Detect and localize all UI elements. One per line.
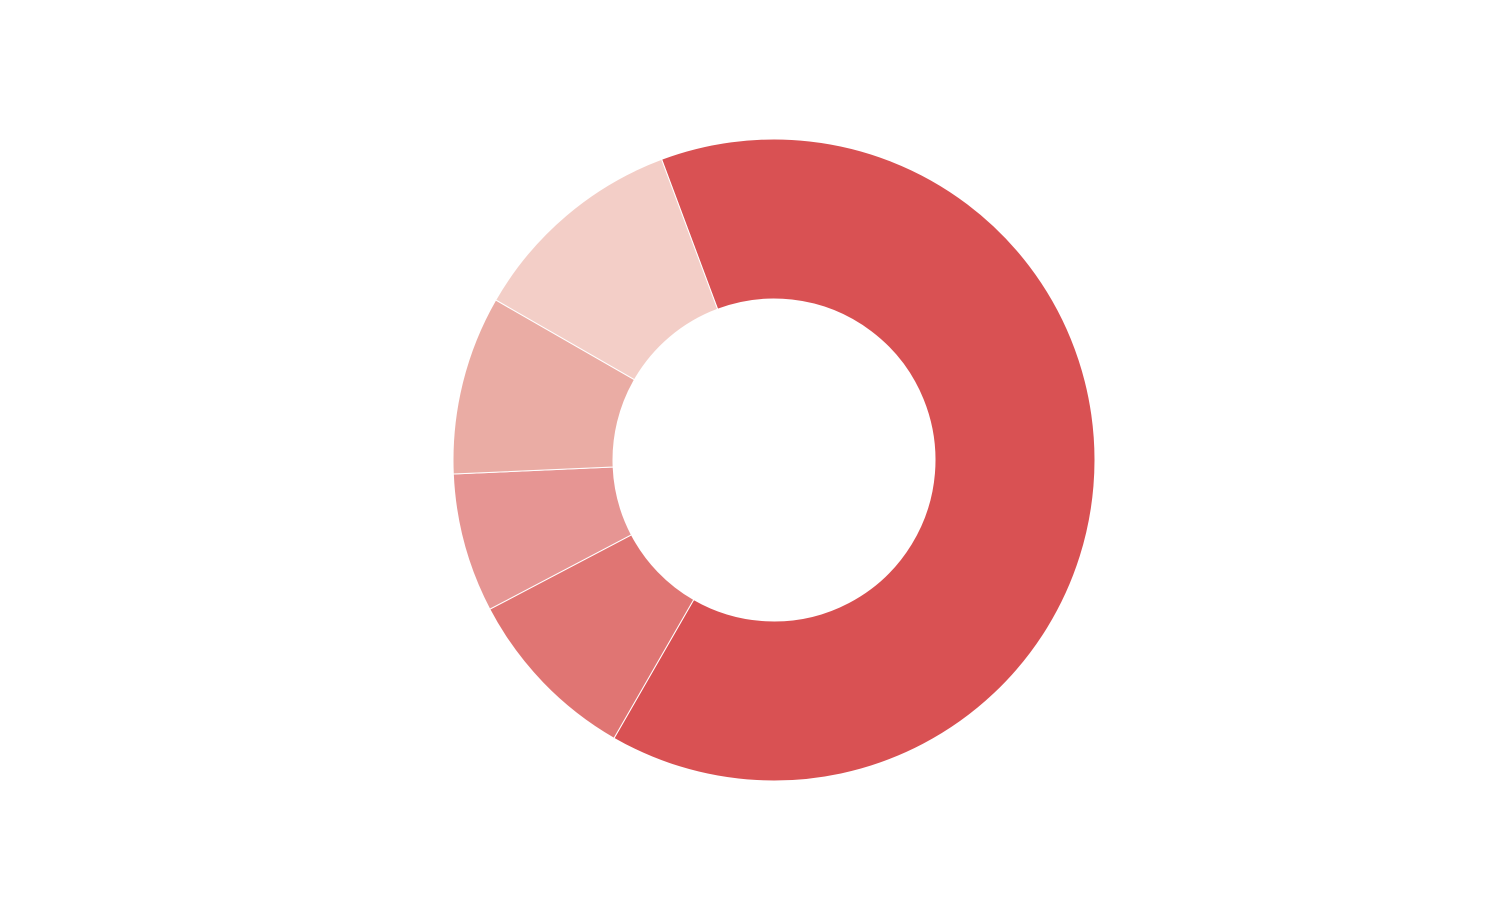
donut-slice: [613, 138, 1096, 782]
donut-slice: [495, 158, 719, 381]
